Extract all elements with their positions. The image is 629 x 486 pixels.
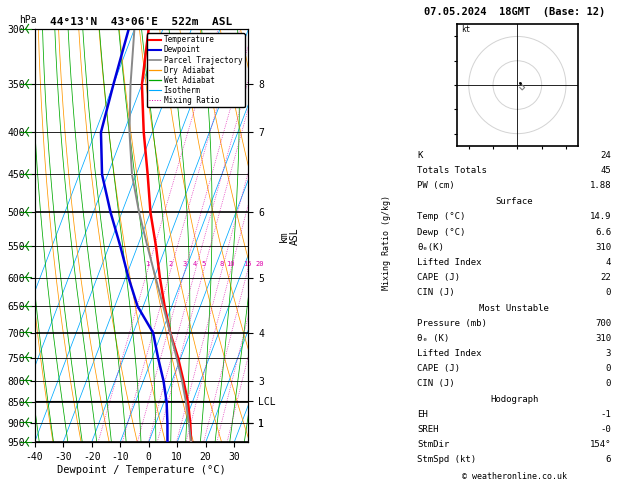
- Text: CAPE (J): CAPE (J): [417, 364, 460, 373]
- Text: -0: -0: [601, 425, 611, 434]
- Text: K: K: [417, 151, 423, 160]
- Text: 6.6: 6.6: [595, 227, 611, 237]
- Text: Hodograph: Hodograph: [490, 395, 538, 404]
- Legend: Temperature, Dewpoint, Parcel Trajectory, Dry Adiabat, Wet Adiabat, Isotherm, Mi: Temperature, Dewpoint, Parcel Trajectory…: [147, 33, 245, 107]
- Text: 1.88: 1.88: [589, 181, 611, 191]
- Text: Pressure (mb): Pressure (mb): [417, 319, 487, 328]
- X-axis label: Dewpoint / Temperature (°C): Dewpoint / Temperature (°C): [57, 465, 226, 475]
- Text: 4: 4: [606, 258, 611, 267]
- Text: 45: 45: [601, 166, 611, 175]
- Text: 3: 3: [606, 349, 611, 358]
- Text: StmDir: StmDir: [417, 440, 450, 450]
- Text: 4: 4: [193, 260, 197, 267]
- Text: 14.9: 14.9: [589, 212, 611, 222]
- Text: 20: 20: [255, 260, 264, 267]
- Text: 1: 1: [145, 260, 149, 267]
- Text: hPa: hPa: [19, 15, 37, 25]
- Text: θₑ(K): θₑ(K): [417, 243, 444, 252]
- Text: CAPE (J): CAPE (J): [417, 273, 460, 282]
- Text: 0: 0: [606, 364, 611, 373]
- Text: 10: 10: [226, 260, 235, 267]
- Text: Temp (°C): Temp (°C): [417, 212, 465, 222]
- Text: 154°: 154°: [589, 440, 611, 450]
- Text: CIN (J): CIN (J): [417, 288, 455, 297]
- Text: 2: 2: [168, 260, 172, 267]
- Text: 5: 5: [201, 260, 206, 267]
- Text: Dewp (°C): Dewp (°C): [417, 227, 465, 237]
- Text: 15: 15: [243, 260, 252, 267]
- Text: -1: -1: [601, 410, 611, 419]
- Text: SREH: SREH: [417, 425, 439, 434]
- Text: 3: 3: [182, 260, 187, 267]
- Text: Mixing Ratio (g/kg): Mixing Ratio (g/kg): [382, 195, 391, 291]
- Text: StmSpd (kt): StmSpd (kt): [417, 455, 476, 465]
- Text: θₑ (K): θₑ (K): [417, 334, 450, 343]
- Text: Lifted Index: Lifted Index: [417, 258, 482, 267]
- Text: Totals Totals: Totals Totals: [417, 166, 487, 175]
- Title: 44°13'N  43°06'E  522m  ASL: 44°13'N 43°06'E 522m ASL: [50, 17, 233, 27]
- Y-axis label: km
ASL: km ASL: [279, 227, 300, 244]
- Text: 700: 700: [595, 319, 611, 328]
- Text: 6: 6: [606, 455, 611, 465]
- Text: EH: EH: [417, 410, 428, 419]
- Text: 310: 310: [595, 243, 611, 252]
- Text: Lifted Index: Lifted Index: [417, 349, 482, 358]
- Text: 310: 310: [595, 334, 611, 343]
- Text: PW (cm): PW (cm): [417, 181, 455, 191]
- Text: kt: kt: [462, 25, 470, 34]
- Text: 07.05.2024  18GMT  (Base: 12): 07.05.2024 18GMT (Base: 12): [423, 7, 605, 17]
- Text: 22: 22: [601, 273, 611, 282]
- Text: 0: 0: [606, 288, 611, 297]
- Text: Most Unstable: Most Unstable: [479, 304, 549, 313]
- Text: Surface: Surface: [496, 197, 533, 207]
- Text: 24: 24: [601, 151, 611, 160]
- Text: CIN (J): CIN (J): [417, 379, 455, 388]
- Text: 0: 0: [606, 379, 611, 388]
- Text: © weatheronline.co.uk: © weatheronline.co.uk: [462, 472, 567, 481]
- Text: 8: 8: [220, 260, 224, 267]
